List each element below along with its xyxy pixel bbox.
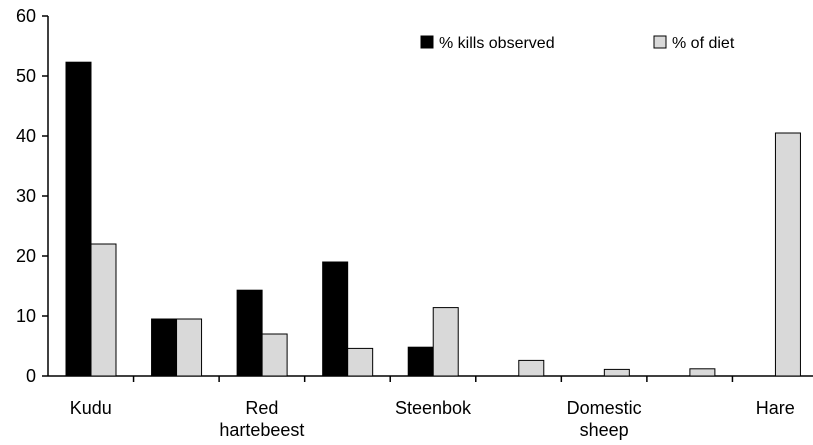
y-tick-label: 10	[16, 306, 36, 326]
bar-diet-0	[90, 243, 117, 377]
category-label: Red hartebeest	[219, 398, 304, 440]
legend: % kills observed % of diet	[420, 35, 735, 52]
category-label: Hare	[756, 398, 795, 418]
bar-diet-5	[518, 359, 545, 377]
y-tick-label: 30	[16, 186, 36, 206]
legend-swatch-diet	[653, 35, 667, 49]
bar-kills-3	[322, 261, 349, 377]
category-label: Domestic sheep	[567, 398, 642, 440]
y-tick-label: 60	[16, 6, 36, 26]
bar-diet-6	[603, 368, 630, 377]
bar-kills-2	[236, 289, 263, 377]
y-tick-label: 0	[26, 366, 36, 386]
bar-kills-1	[151, 318, 178, 377]
bar-diet-1	[176, 318, 203, 377]
legend-label-diet: % of diet	[672, 35, 735, 52]
bar-diet-8	[774, 132, 801, 377]
bar-kills-4	[407, 346, 434, 377]
bar-diet-2	[261, 333, 288, 377]
y-tick-label: 40	[16, 126, 36, 146]
category-label: Steenbok	[395, 398, 472, 418]
bar-kills-0	[65, 61, 92, 377]
bar-diet-7	[689, 368, 716, 377]
bar-diet-4	[432, 307, 459, 377]
category-label: Kudu	[70, 398, 112, 418]
legend-label-kills: % kills observed	[439, 35, 555, 52]
bar-diet-3	[347, 347, 374, 377]
y-tick-label: 50	[16, 66, 36, 86]
legend-swatch-kills	[420, 35, 434, 49]
y-tick-label: 20	[16, 246, 36, 266]
plot-area: 0 10 20 30 40 50 60 Kudu Red hartebeest Steenbok Do…	[16, 6, 813, 440]
